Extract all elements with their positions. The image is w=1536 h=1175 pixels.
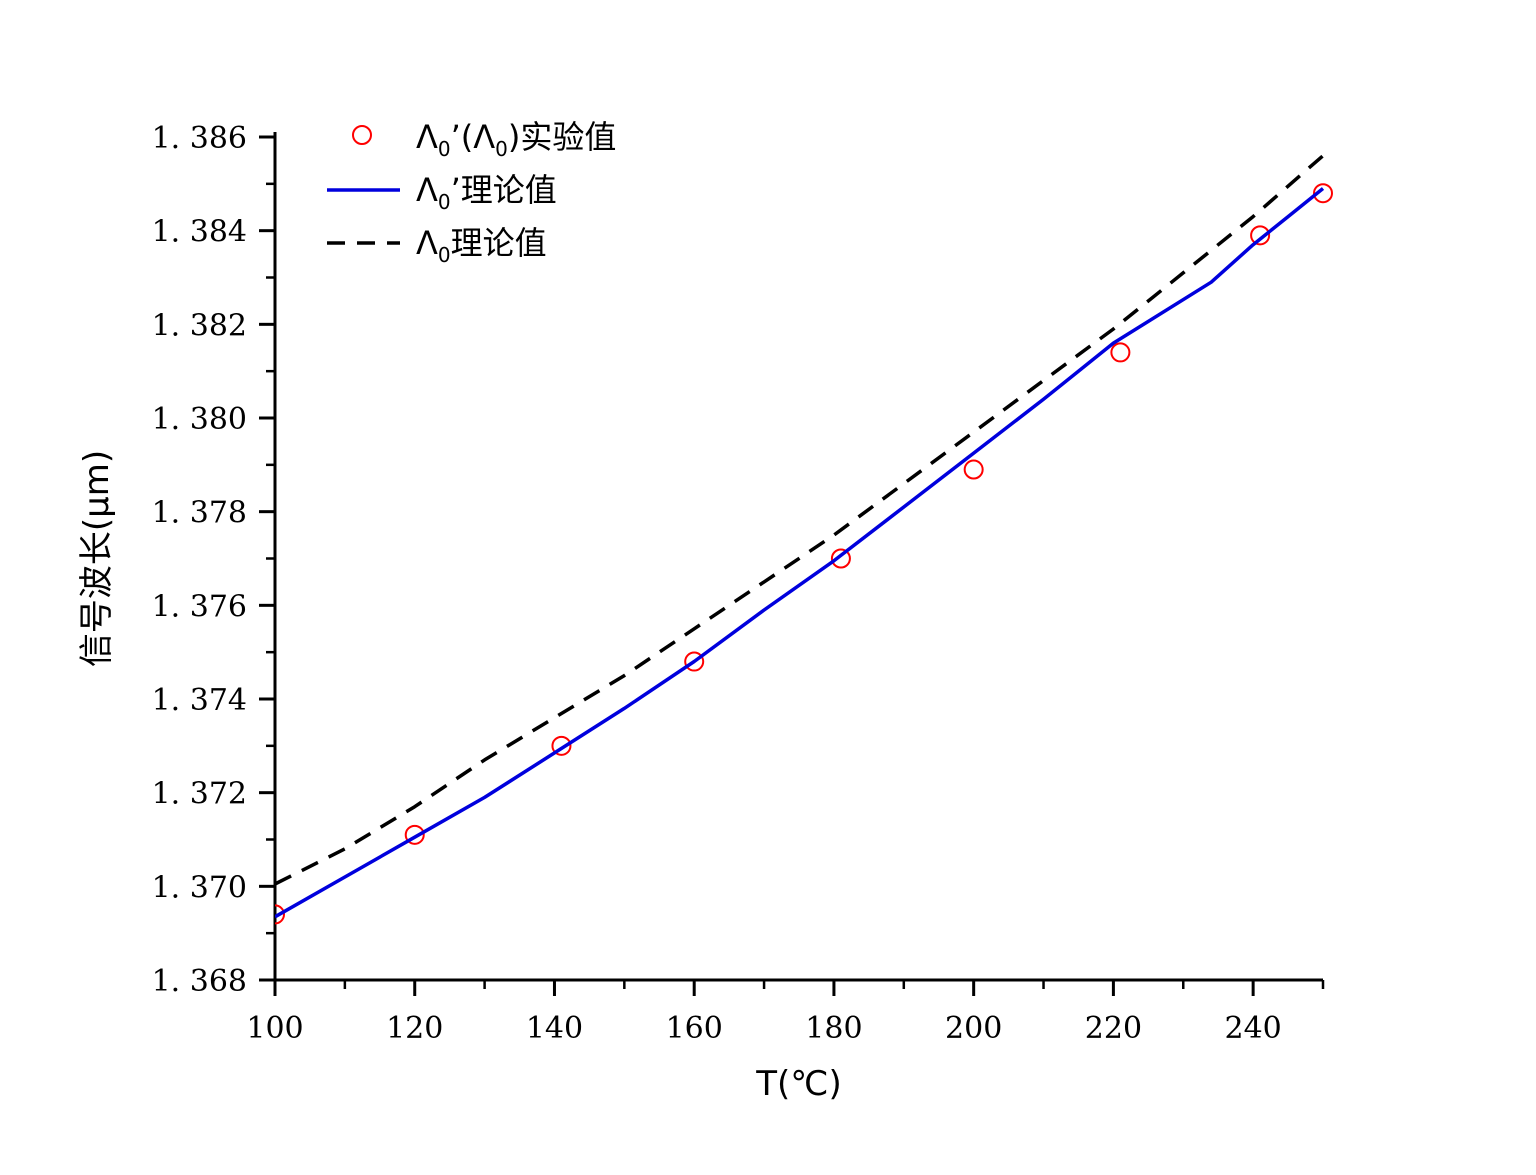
legend-marker-circle (352, 125, 372, 145)
data-point (830, 548, 851, 569)
x-axis-label: T(℃) (755, 1064, 841, 1104)
data-point (1313, 183, 1333, 204)
y-tick-label: 1. 374 (152, 683, 247, 718)
x-tick-label: 120 (386, 1011, 443, 1046)
legend-subscript: 0 (438, 137, 451, 161)
x-tick-label: 140 (526, 1011, 583, 1046)
data-point (1250, 225, 1271, 246)
data-point (963, 459, 984, 480)
x-tick-label: 180 (805, 1011, 862, 1046)
legend-text-part: ’(Λ (451, 118, 496, 156)
y-tick-label: 1. 368 (152, 964, 247, 999)
legend-entry-label: Λ0’理论值 (416, 171, 557, 214)
legend-subscript: 0 (495, 137, 508, 161)
series-experimental (275, 183, 1333, 925)
series-line-theory-lambda0 (275, 154, 1325, 886)
x-tick-label: 220 (1085, 1011, 1142, 1046)
y-tick-label: 1. 376 (152, 589, 247, 624)
series-line-theory-lambda0-prime (275, 187, 1325, 919)
y-tick-label: 1. 386 (152, 121, 247, 156)
x-tick-label: 100 (246, 1011, 303, 1046)
data-point (404, 824, 425, 845)
data-point (551, 735, 572, 756)
legend-text-part: Λ (416, 224, 438, 262)
legend-text-part: Λ (416, 171, 438, 209)
y-tick-label: 1. 380 (152, 402, 247, 437)
legend-entry-label: Λ0’(Λ0)实验值 (416, 118, 616, 161)
legend-text-part: ’理论值 (451, 171, 557, 209)
y-tick-label: 1. 372 (152, 777, 247, 812)
y-tick-label: 1. 370 (152, 870, 247, 905)
data-point (684, 651, 705, 672)
axes: 1. 368 1. 370 1. 372 1. 374 1. 376 1. 378 1. 3… (152, 121, 1325, 1046)
legend-text-part: Λ (416, 118, 438, 156)
x-tick-label: 240 (1225, 1011, 1282, 1046)
legend-entry-label: Λ0理论值 (416, 224, 547, 267)
data-point (1110, 342, 1131, 363)
plot-area (275, 154, 1333, 925)
y-axis-label: 信号波长(μm) (77, 450, 117, 667)
x-tick-label: 160 (666, 1011, 723, 1046)
legend-subscript: 0 (438, 243, 451, 267)
data-point (275, 904, 285, 925)
legend-subscript: 0 (438, 190, 451, 214)
legend-text-part: 理论值 (451, 224, 547, 262)
y-tick-label: 1. 382 (152, 308, 247, 343)
legend-text-part: )实验值 (508, 118, 617, 156)
y-tick-label: 1. 384 (152, 215, 247, 250)
x-tick-label: 200 (945, 1011, 1002, 1046)
y-tick-label: 1. 378 (152, 496, 247, 531)
